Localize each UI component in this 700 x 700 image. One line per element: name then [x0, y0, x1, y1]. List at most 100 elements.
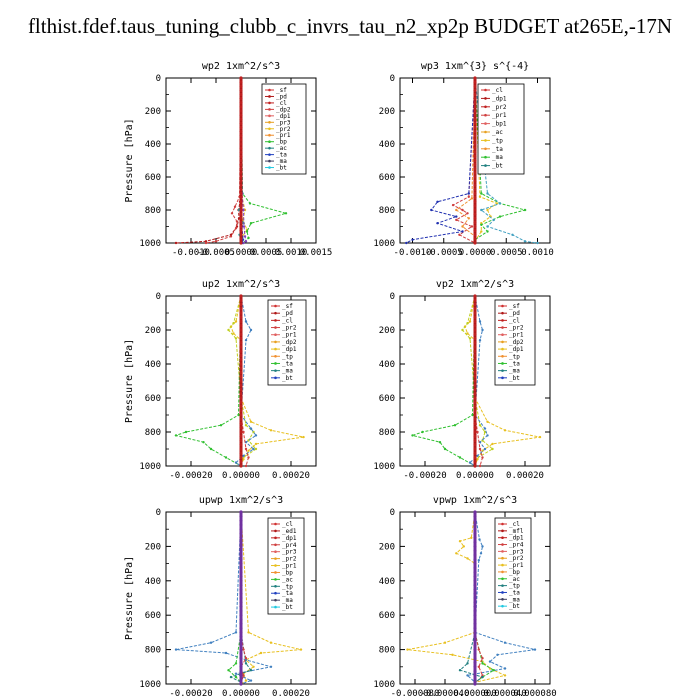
- zero-series-point: [239, 596, 243, 600]
- legend-label: _bp: [276, 139, 287, 146]
- data-point: [259, 651, 263, 655]
- legend-label: _ma: [509, 596, 520, 603]
- data-point: [455, 215, 458, 218]
- zero-series-point: [473, 328, 477, 332]
- data-point: [248, 202, 252, 205]
- zero-series-point: [239, 583, 243, 587]
- data-point: [244, 464, 248, 468]
- zero-series-point: [473, 447, 477, 451]
- data-point: [481, 657, 484, 660]
- legend-marker: [274, 557, 277, 560]
- zero-series-point: [473, 605, 477, 609]
- zero-series-point: [473, 191, 477, 196]
- data-point: [478, 339, 482, 342]
- data-point: [486, 434, 489, 437]
- data-point: [462, 545, 465, 548]
- zero-series-point: [473, 183, 477, 187]
- data-point: [242, 648, 245, 651]
- legend-marker: [274, 543, 277, 547]
- data-point: [478, 424, 482, 427]
- data-point: [234, 672, 238, 675]
- legend-label: _pr1: [282, 332, 297, 339]
- data-point: [224, 456, 228, 459]
- data-point: [468, 461, 472, 464]
- data-point: [486, 230, 489, 233]
- zero-series-point: [239, 510, 243, 514]
- data-point: [466, 557, 469, 560]
- zero-series-point: [473, 158, 477, 163]
- y-tick-label: 1000: [373, 462, 395, 472]
- zero-series-point: [473, 544, 477, 549]
- zero-series-point: [239, 101, 243, 105]
- zero-series-point: [473, 579, 477, 583]
- zero-series-point: [473, 130, 477, 134]
- zero-series-point: [239, 605, 243, 609]
- data-point: [481, 662, 484, 665]
- data-point: [503, 674, 507, 677]
- legend-label: _dp1: [492, 95, 507, 102]
- zero-series-point: [239, 404, 243, 409]
- zero-series-point: [473, 294, 477, 298]
- zero-series-point: [239, 366, 243, 370]
- x-tick-label: 0.0005: [490, 248, 523, 258]
- data-point: [523, 208, 527, 212]
- zero-series-point: [239, 319, 243, 324]
- chart-panel-3: up2 1xm^2/s^3 0 200 400 600 800 1000 -0.00020 0.…: [124, 279, 317, 481]
- legend-marker: [501, 543, 504, 546]
- series-line: [452, 77, 476, 244]
- zero-series-point: [473, 562, 477, 566]
- data-point: [467, 217, 470, 220]
- chart-title: vpwp 1xm^2/s^3: [433, 495, 517, 506]
- legend-marker: [274, 333, 277, 337]
- x-tick-label: 0.00000: [456, 471, 494, 481]
- zero-series-point: [239, 237, 243, 241]
- legend-label: _dp2: [276, 106, 291, 113]
- zero-series-point: [239, 375, 243, 379]
- zero-series-point: [473, 536, 477, 540]
- series-line: [235, 295, 257, 467]
- chart-panel-2: wp3 1xm^{3} s^{-4}02004006008001000-0.00…: [373, 61, 553, 258]
- zero-series-point: [239, 138, 243, 142]
- x-tick-label: -0.00020: [169, 689, 212, 699]
- zero-series-point: [473, 596, 477, 600]
- zero-series-point: [473, 76, 477, 80]
- zero-series-point: [473, 208, 477, 212]
- legend-label: _tp: [492, 137, 503, 144]
- data-point: [483, 427, 487, 430]
- y-tick-label: 0: [390, 74, 395, 84]
- chart-title: vp2 1xm^2/s^3: [436, 279, 514, 290]
- legend-marker: [274, 536, 277, 540]
- zero-series-point: [239, 187, 243, 191]
- zero-series-point: [239, 84, 243, 88]
- legend-marker: [274, 522, 277, 526]
- data-point: [467, 192, 470, 195]
- zero-series-point: [239, 562, 243, 566]
- legend-label: _pr1: [509, 562, 524, 569]
- data-point: [466, 662, 469, 665]
- legend-marker: [501, 319, 504, 322]
- zero-series-point: [239, 204, 243, 208]
- legend-label: _pr4: [509, 542, 524, 549]
- legend-label: _bt: [509, 375, 520, 382]
- zero-series-point: [473, 101, 477, 105]
- legend-label: _ma: [282, 597, 293, 604]
- legend-label: _dp2: [282, 339, 297, 346]
- legend-label: _dp1: [282, 535, 297, 542]
- data-point: [480, 230, 483, 233]
- zero-series-point: [239, 183, 243, 187]
- data-point: [480, 192, 483, 195]
- data-point: [486, 192, 489, 195]
- zero-series-point: [473, 669, 477, 673]
- zero-series-point: [239, 626, 243, 630]
- legend-marker: [501, 326, 504, 329]
- zero-series-point: [473, 113, 477, 117]
- data-point: [483, 447, 487, 451]
- data-point: [411, 238, 414, 241]
- zero-series-point: [239, 171, 243, 175]
- chart-title: upwp 1xm^2/s^3: [199, 495, 283, 506]
- legend-label: _ta: [282, 360, 293, 367]
- legend-label: _cl: [492, 87, 503, 94]
- data-point: [244, 447, 248, 451]
- series-line: [406, 77, 476, 244]
- legend-marker: [274, 340, 277, 344]
